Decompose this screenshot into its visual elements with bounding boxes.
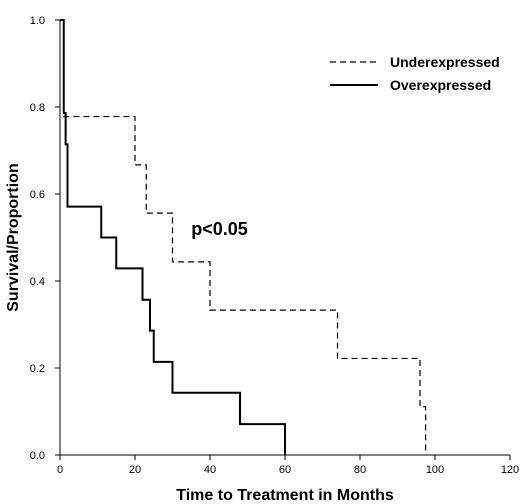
x-tick-label: 20 <box>129 464 141 476</box>
x-tick-label: 40 <box>204 464 216 476</box>
x-tick-label: 80 <box>354 464 366 476</box>
series-layer <box>60 19 427 455</box>
y-tick-label: 0.8 <box>30 102 45 114</box>
x-axis-title: Time to Treatment in Months <box>176 487 394 504</box>
x-tick-label: 60 <box>279 464 291 476</box>
legend: Underexpressed Overexpressed <box>330 54 500 93</box>
p-value-annotation: p<0.05 <box>191 219 248 239</box>
x-tick-label: 0 <box>57 464 63 476</box>
series-line-underexpressed <box>60 19 427 455</box>
y-axis-title: Survival/Proportion <box>5 163 22 311</box>
legend-label-overexpressed: Overexpressed <box>390 77 491 93</box>
y-tick-label: 0.6 <box>30 189 45 201</box>
y-tick-label: 0.4 <box>30 276 45 288</box>
x-axis-ticks: 0 20 40 60 80 100 120 <box>57 455 519 476</box>
legend-label-underexpressed: Underexpressed <box>390 54 500 70</box>
x-tick-label: 100 <box>426 464 444 476</box>
y-tick-label: 0.2 <box>30 363 45 375</box>
y-axis-ticks: 0.0 0.2 0.4 0.6 0.8 1.0 <box>30 15 60 462</box>
y-tick-label: 0.0 <box>30 450 45 462</box>
x-tick-label: 120 <box>501 464 519 476</box>
y-tick-label: 1.0 <box>30 15 45 27</box>
series-line-overexpressed <box>60 19 286 455</box>
